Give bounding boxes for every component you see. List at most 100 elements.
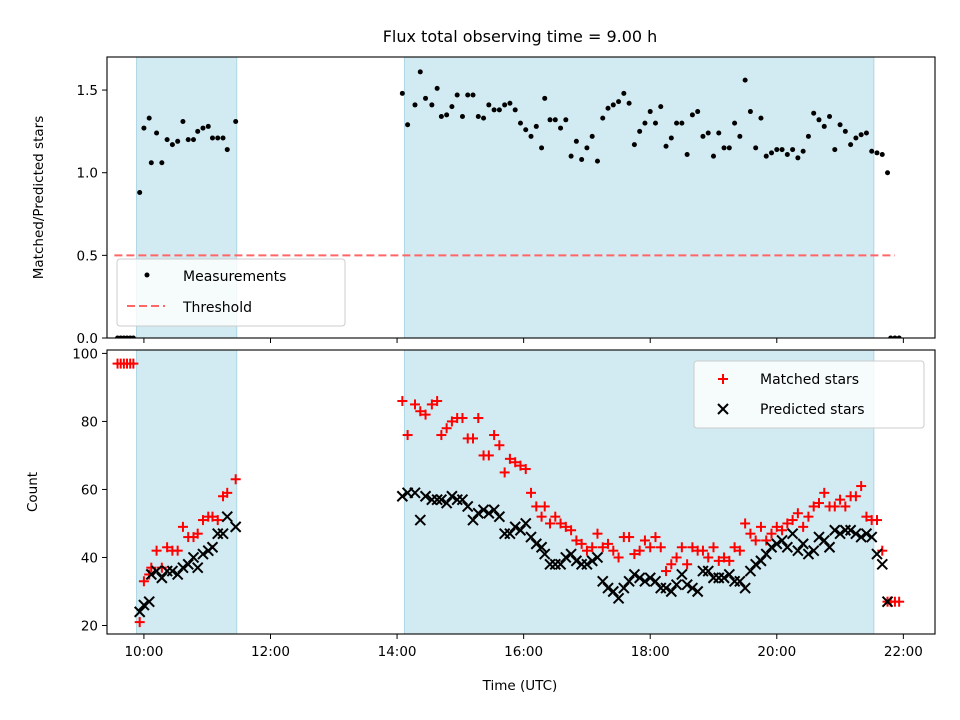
matched-star-point bbox=[634, 545, 645, 556]
matched-star-point bbox=[856, 481, 867, 492]
matched-star-point bbox=[877, 545, 888, 556]
measurement-point bbox=[209, 135, 215, 141]
matched-star-point bbox=[603, 538, 614, 549]
matched-star-point bbox=[432, 396, 443, 407]
matched-star-point bbox=[639, 535, 650, 546]
matched-star-point bbox=[436, 430, 447, 441]
measurement-point bbox=[616, 99, 622, 105]
measurement-point bbox=[491, 107, 497, 113]
measurement-point bbox=[774, 147, 780, 153]
matched-star-point bbox=[409, 399, 420, 410]
axes-frame bbox=[106, 56, 936, 339]
measurement-point bbox=[716, 130, 722, 136]
measurement-point bbox=[848, 142, 854, 148]
matched-star-point bbox=[808, 501, 819, 512]
measurement-point bbox=[220, 135, 226, 141]
matched-star-point bbox=[151, 545, 162, 556]
measurement-point bbox=[721, 145, 727, 151]
predicted-star-point bbox=[409, 487, 421, 499]
predicted-star-point bbox=[771, 538, 783, 550]
measurement-point bbox=[700, 133, 706, 139]
measurement-point bbox=[533, 123, 539, 129]
predicted-star-point bbox=[876, 558, 888, 570]
predicted-star-point bbox=[760, 548, 772, 560]
measurement-point bbox=[159, 160, 165, 166]
measurement-point bbox=[141, 125, 147, 131]
measurement-point bbox=[429, 102, 435, 108]
measurement-point bbox=[454, 92, 460, 98]
measurement-point bbox=[769, 150, 775, 156]
x-axis-label: Time (UTC) bbox=[482, 678, 558, 694]
predicted-star-point bbox=[462, 500, 474, 513]
y-tick-label: 1.5 bbox=[77, 83, 98, 99]
matched-star-point bbox=[592, 528, 603, 539]
matched-star-point bbox=[581, 545, 592, 556]
predicted-star-point bbox=[844, 524, 857, 536]
matched-star-point bbox=[571, 535, 582, 546]
measurement-point bbox=[679, 120, 685, 126]
matched-star-point bbox=[222, 487, 233, 498]
measurement-point bbox=[507, 100, 513, 106]
predicted-star-point bbox=[871, 548, 883, 560]
predicted-star-point bbox=[702, 565, 714, 577]
measurement-point bbox=[674, 120, 680, 126]
matched-star-point bbox=[230, 474, 241, 485]
measurement-point bbox=[523, 127, 529, 133]
predicted-star-point bbox=[829, 524, 841, 536]
matched-star-point bbox=[829, 501, 840, 512]
measurement-point bbox=[800, 148, 806, 154]
measurement-point bbox=[869, 148, 875, 154]
axes-frame bbox=[106, 349, 936, 635]
matched-star-point bbox=[539, 501, 550, 512]
measurement-point bbox=[175, 138, 181, 144]
matched-star-point bbox=[566, 525, 577, 536]
predicted-star-point bbox=[781, 541, 794, 553]
predicted-star-point bbox=[644, 572, 656, 584]
predicted-star-point bbox=[649, 575, 662, 587]
matched-star-point bbox=[531, 501, 542, 512]
predicted-star-point bbox=[860, 527, 873, 540]
predicted-star-point bbox=[866, 531, 878, 543]
matched-star-point bbox=[555, 518, 566, 529]
matched-star-point bbox=[426, 399, 437, 410]
predicted-star-point bbox=[414, 514, 426, 526]
series-measurements bbox=[115, 69, 902, 338]
predicted-star-point bbox=[150, 565, 163, 577]
predicted-star-point bbox=[823, 541, 836, 553]
matched-star-point bbox=[504, 453, 515, 464]
measurement-point bbox=[896, 335, 902, 338]
matched-star-point bbox=[134, 617, 145, 628]
measurement-point bbox=[747, 109, 753, 115]
predicted-star-point bbox=[419, 490, 432, 502]
matched-star-point bbox=[761, 535, 772, 546]
matched-star-point bbox=[682, 559, 693, 570]
measurement-point bbox=[568, 153, 574, 159]
predicted-star-point bbox=[881, 595, 894, 608]
matched-star-point bbox=[624, 532, 635, 543]
measurement-point bbox=[858, 132, 864, 138]
matched-star-point bbox=[671, 552, 682, 563]
measurement-point bbox=[837, 122, 843, 128]
measurement-point bbox=[600, 115, 606, 121]
matched-star-point bbox=[177, 521, 188, 532]
matched-star-point bbox=[192, 528, 203, 539]
predicted-star-point bbox=[586, 555, 598, 567]
predicted-star-point bbox=[192, 561, 204, 574]
predicted-star-point bbox=[488, 504, 500, 516]
x-tick-label: 22:00 bbox=[884, 644, 923, 660]
measurement-point bbox=[224, 147, 230, 153]
measurement-point bbox=[444, 112, 450, 118]
predicted-star-point bbox=[776, 534, 788, 547]
measurement-point bbox=[790, 147, 796, 153]
matched-star-point bbox=[550, 511, 561, 522]
x-tick-label: 14:00 bbox=[378, 644, 417, 660]
measurement-point bbox=[512, 107, 518, 113]
predicted-star-point bbox=[591, 551, 604, 564]
measurement-point bbox=[626, 100, 632, 106]
matched-star-point bbox=[650, 532, 661, 543]
predicted-star-point bbox=[514, 524, 527, 536]
measurement-point bbox=[621, 90, 627, 96]
predicted-star-point bbox=[633, 572, 646, 584]
y-tick-label: 60 bbox=[81, 482, 98, 498]
measurement-point bbox=[180, 118, 186, 124]
